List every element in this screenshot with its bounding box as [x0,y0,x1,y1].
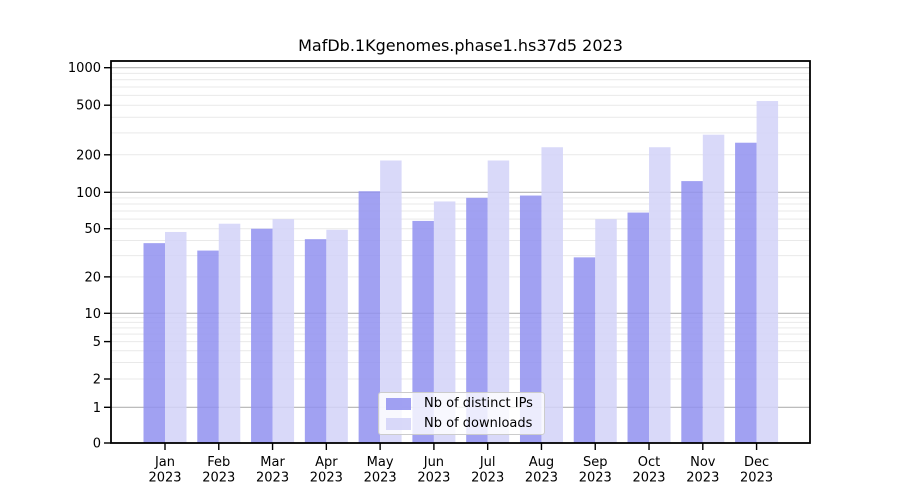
x-axis: Jan2023Feb2023Mar2023Apr2023May2023Jun20… [148,443,773,486]
x-tick-label-year: 2023 [632,471,665,486]
y-tick-label: 200 [76,148,101,163]
x-tick-label-year: 2023 [364,471,397,486]
legend-swatch-distinct-ips [386,397,411,410]
y-tick-label: 10 [84,307,101,322]
x-tick-label-month: Aug [529,455,554,470]
chart-title: MafDb.1Kgenomes.phase1.hs37d5 2023 [298,36,623,55]
x-tick-label-year: 2023 [525,471,558,486]
y-tick-label: 0 [93,437,101,452]
bar-downloads-jul [487,160,510,443]
x-tick-label-month: Nov [690,455,716,470]
y-tick-label: 500 [76,99,101,114]
x-tick-label-year: 2023 [579,471,612,486]
x-tick-label-year: 2023 [471,471,504,486]
bar-distinct-ips-mar [251,228,273,443]
bar-downloads-jun [433,201,456,443]
bar-distinct-ips-may [358,191,381,443]
y-tick-label: 1 [93,401,101,416]
bar-distinct-ips-nov [681,181,703,443]
y-tick-label: 50 [84,222,101,237]
y-tick-label: 5 [93,335,101,350]
bar-downloads-nov [702,134,725,443]
y-tick-label: 2 [93,373,101,388]
bar-distinct-ips-sep [573,257,596,443]
x-tick-label-month: Jun [423,455,444,470]
legend-item-downloads: Nb of downloads [386,417,537,430]
bar-downloads-apr [326,229,348,443]
bar-distinct-ips-aug [519,195,542,443]
x-tick-label-month: Dec [744,455,769,470]
bar-downloads-may [380,160,402,443]
bar-downloads-jan [165,231,187,443]
legend-label-downloads: Nb of downloads [424,416,533,431]
bar-distinct-ips-jun [412,220,434,443]
bar-distinct-ips-dec [735,142,757,443]
bar-distinct-ips-jul [466,197,488,443]
x-tick-label-month: Apr [315,455,338,470]
x-tick-label-month: Oct [638,455,660,470]
x-tick-label-year: 2023 [740,471,773,486]
bar-downloads-feb [218,223,241,443]
x-tick-label-month: May [367,455,394,470]
x-tick-label-year: 2023 [310,471,343,486]
bar-downloads-aug [541,147,563,444]
legend-swatch-downloads [386,417,411,430]
legend-label-distinct-ips: Nb of distinct IPs [424,396,533,411]
x-tick-label-year: 2023 [417,471,450,486]
y-tick-label: 100 [76,186,101,201]
y-tick-label: 1000 [68,61,101,76]
x-tick-label-year: 2023 [256,471,289,486]
x-tick-label-month: Feb [207,455,230,470]
x-tick-label-month: Sep [583,455,608,470]
legend: Nb of distinct IPs Nb of downloads [378,392,545,435]
bar-distinct-ips-feb [197,250,219,443]
x-tick-label-month: Jan [154,455,175,470]
y-axis: 0 1 2 5 10 20 50 100 200 500 1000 [68,61,111,452]
x-tick-label-month: Mar [260,455,285,470]
bar-downloads-dec [756,101,779,444]
bar-distinct-ips-jan [143,243,165,443]
bar-downloads-oct [649,147,671,444]
plot-spines [110,60,811,444]
x-tick-label-year: 2023 [202,471,235,486]
legend-item-distinct-ips: Nb of distinct IPs [386,397,537,410]
x-tick-label-year: 2023 [686,471,719,486]
x-tick-label-year: 2023 [148,471,181,486]
bar-downloads-mar [272,219,295,443]
bar-distinct-ips-oct [627,212,650,443]
bar-distinct-ips-apr [304,239,327,443]
bars [143,101,779,444]
y-tick-label: 20 [84,270,101,285]
x-tick-label-month: Jul [479,455,496,470]
bar-downloads-sep [595,219,617,443]
